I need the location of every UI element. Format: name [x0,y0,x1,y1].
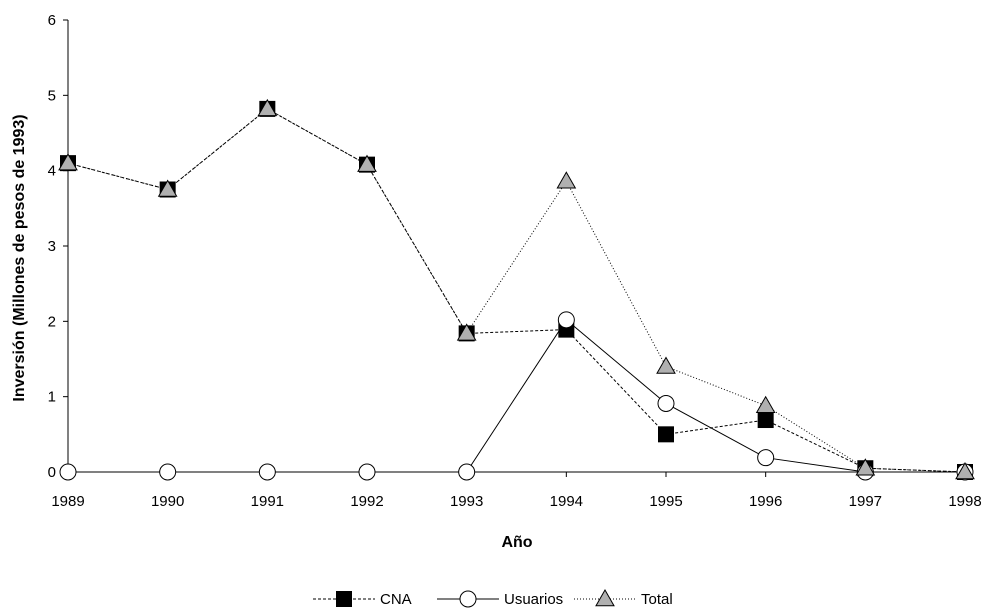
legend-label-total: Total [641,591,673,608]
legend-marker-cna [336,591,352,607]
legend-label-cna: CNA [380,591,412,608]
x-tick-label: 1998 [948,493,981,510]
data-point-total [955,461,975,480]
axes: 0 1 2 3 4 5 6 1989 1990 1991 1992 1993 1994 1995 1996 1… [48,12,982,510]
data-point-total [357,154,377,172]
y-tick-label: 1 [48,389,56,406]
y-tick-label: 0 [48,464,56,481]
x-tick-label: 1990 [151,493,184,510]
series-line-usuarios [68,319,965,473]
x-tick-label: 1996 [749,493,782,510]
data-point-usuarios [59,463,77,481]
y-tick-label: 4 [48,163,56,180]
y-tick-label: 3 [48,238,56,255]
data-point-total [58,153,78,171]
legend: CNA Usuarios Total [313,588,673,608]
data-point-total [257,98,278,117]
legend-marker-usuarios [459,590,477,608]
series-markers [58,98,975,481]
x-tick-label: 1989 [51,493,84,510]
series-lines [67,108,966,473]
x-tick-label: 1995 [649,493,682,510]
data-point-usuarios [657,394,675,412]
y-tick-label: 2 [48,313,56,330]
data-point-usuarios [458,463,476,481]
data-point-usuarios [557,311,575,329]
data-point-usuarios [258,463,276,481]
x-tick-label: 1991 [251,493,284,510]
legend-label-usuarios: Usuarios [504,591,563,608]
y-tick-label: 6 [48,12,56,29]
series-line-cna [67,108,966,473]
data-point-total [456,323,477,341]
data-point-total [556,171,577,189]
data-point-usuarios [159,463,177,481]
data-point-total [656,356,676,374]
y-tick-label: 5 [48,87,56,104]
data-point-cna [658,426,674,443]
x-tick-label: 1993 [450,493,483,510]
data-point-total [855,458,876,476]
data-point-cna [757,412,774,429]
x-axis-title: Año [501,534,532,551]
data-point-total [157,179,178,197]
y-axis-title: Inversión (Millones de pesos de 1993) [11,114,28,401]
data-point-total [755,395,776,413]
series-line-total [67,108,966,473]
x-tick-label: 1997 [849,493,882,510]
data-point-usuarios [757,449,775,467]
x-tick-label: 1992 [350,493,383,510]
data-point-usuarios [358,463,376,481]
legend-marker-total [595,588,615,607]
x-tick-label: 1994 [550,493,583,510]
